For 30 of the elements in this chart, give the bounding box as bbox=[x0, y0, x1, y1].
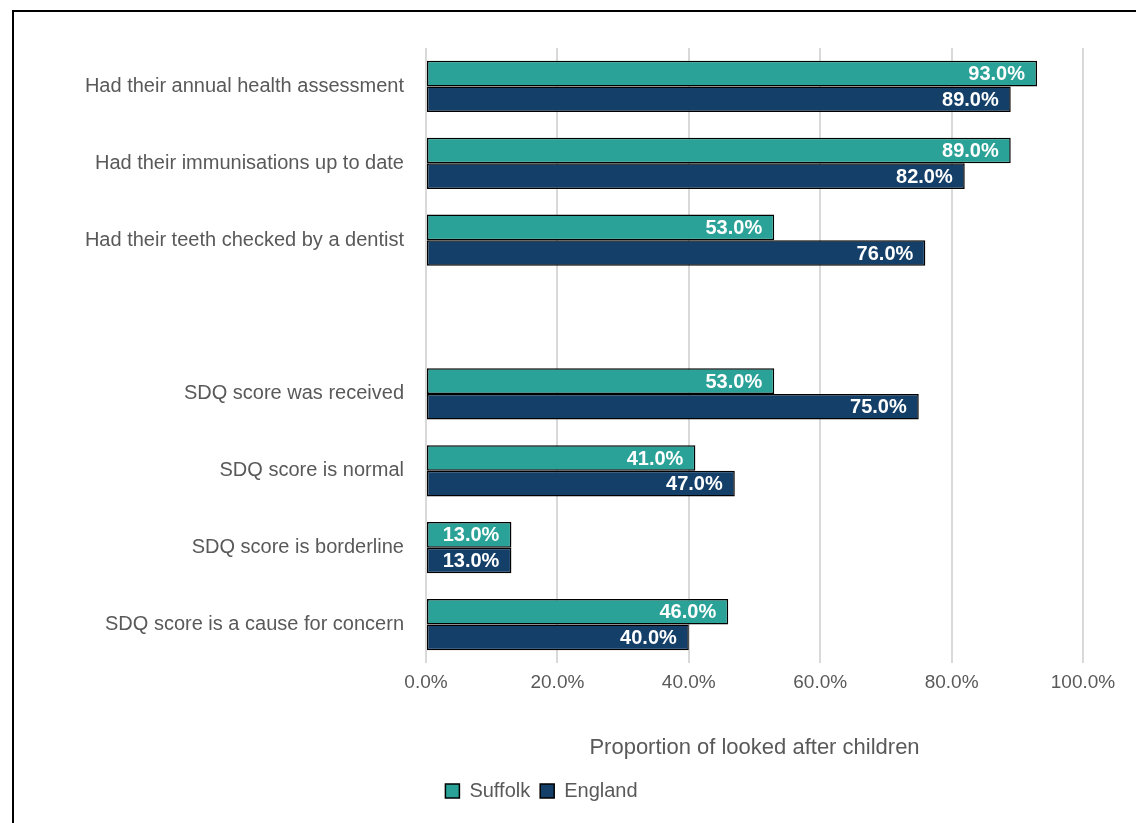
data-label: 93.0% bbox=[968, 62, 1026, 85]
data-label: 13.0% bbox=[442, 523, 500, 546]
data-label: 89.0% bbox=[942, 87, 999, 110]
legend-label: Suffolk bbox=[469, 778, 532, 801]
y-tick-label: Had their annual health assessment bbox=[84, 73, 405, 96]
x-tick-label: 20.0% bbox=[530, 670, 585, 692]
x-axis-title: Proportion of looked after children bbox=[589, 733, 920, 759]
data-label: 53.0% bbox=[705, 215, 763, 238]
y-tick-label: SDQ score is a cause for concern bbox=[104, 612, 404, 635]
data-label: 47.0% bbox=[666, 472, 723, 495]
y-tick-label: SDQ score is normal bbox=[219, 458, 404, 481]
y-tick-label: SDQ score is borderline bbox=[191, 535, 404, 558]
data-label: 40.0% bbox=[620, 625, 678, 648]
y-tick-label: Had their immunisations up to date bbox=[94, 150, 404, 173]
legend-label: England bbox=[564, 778, 638, 801]
x-tick-label: 40.0% bbox=[661, 670, 716, 692]
data-label: 53.0% bbox=[705, 369, 763, 392]
data-label: 41.0% bbox=[626, 446, 684, 469]
data-label: 13.0% bbox=[442, 549, 500, 572]
x-tick-label: 0.0% bbox=[404, 670, 448, 692]
y-tick-label: SDQ score was received bbox=[183, 381, 404, 404]
data-label: 82.0% bbox=[896, 164, 953, 187]
data-label: 46.0% bbox=[659, 600, 717, 623]
x-tick-label: 80.0% bbox=[924, 670, 979, 692]
x-tick-label: 60.0% bbox=[793, 670, 848, 692]
data-label: 76.0% bbox=[856, 241, 914, 264]
data-label: 75.0% bbox=[850, 395, 907, 418]
x-tick-label: 100.0% bbox=[1050, 670, 1116, 692]
y-tick-label: Had their teeth checked by a dentist bbox=[84, 227, 405, 250]
data-label: 89.0% bbox=[942, 139, 999, 162]
